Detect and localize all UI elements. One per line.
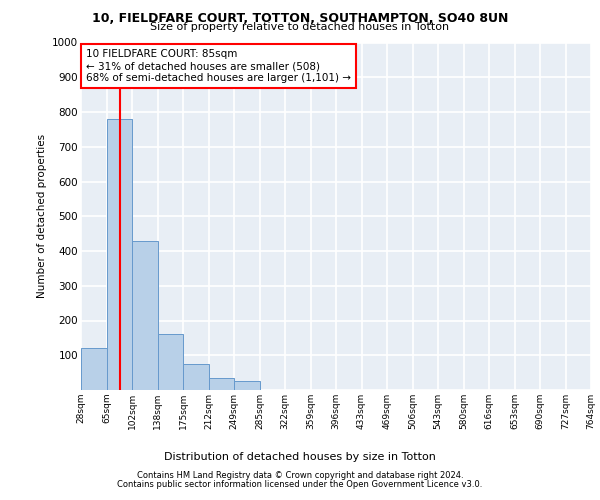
Text: Contains HM Land Registry data © Crown copyright and database right 2024.: Contains HM Land Registry data © Crown c… [137,471,463,480]
Text: 10, FIELDFARE COURT, TOTTON, SOUTHAMPTON, SO40 8UN: 10, FIELDFARE COURT, TOTTON, SOUTHAMPTON… [92,12,508,26]
Bar [183,364,209,390]
Text: 10 FIELDFARE COURT: 85sqm
← 31% of detached houses are smaller (508)
68% of semi: 10 FIELDFARE COURT: 85sqm ← 31% of detac… [86,50,351,82]
Bar [157,334,183,390]
Bar [81,348,107,390]
Text: Contains public sector information licensed under the Open Government Licence v3: Contains public sector information licen… [118,480,482,489]
Text: Size of property relative to detached houses in Totton: Size of property relative to detached ho… [151,22,449,32]
Bar [234,382,260,390]
Bar [107,119,132,390]
Bar [209,378,234,390]
Text: Distribution of detached houses by size in Totton: Distribution of detached houses by size … [164,452,436,462]
Bar [132,240,157,390]
Y-axis label: Number of detached properties: Number of detached properties [37,134,47,298]
